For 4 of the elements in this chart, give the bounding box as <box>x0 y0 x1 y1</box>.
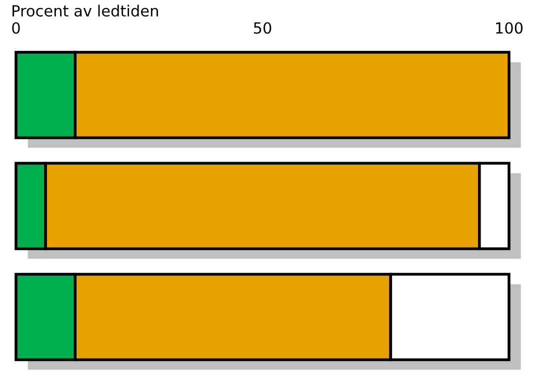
x-tick-label: 0 <box>12 22 20 34</box>
x-tick-label: 100 <box>496 22 523 34</box>
x-tick-label: 50 <box>254 22 272 34</box>
x-axis-title: Procent av ledtiden <box>12 4 158 17</box>
